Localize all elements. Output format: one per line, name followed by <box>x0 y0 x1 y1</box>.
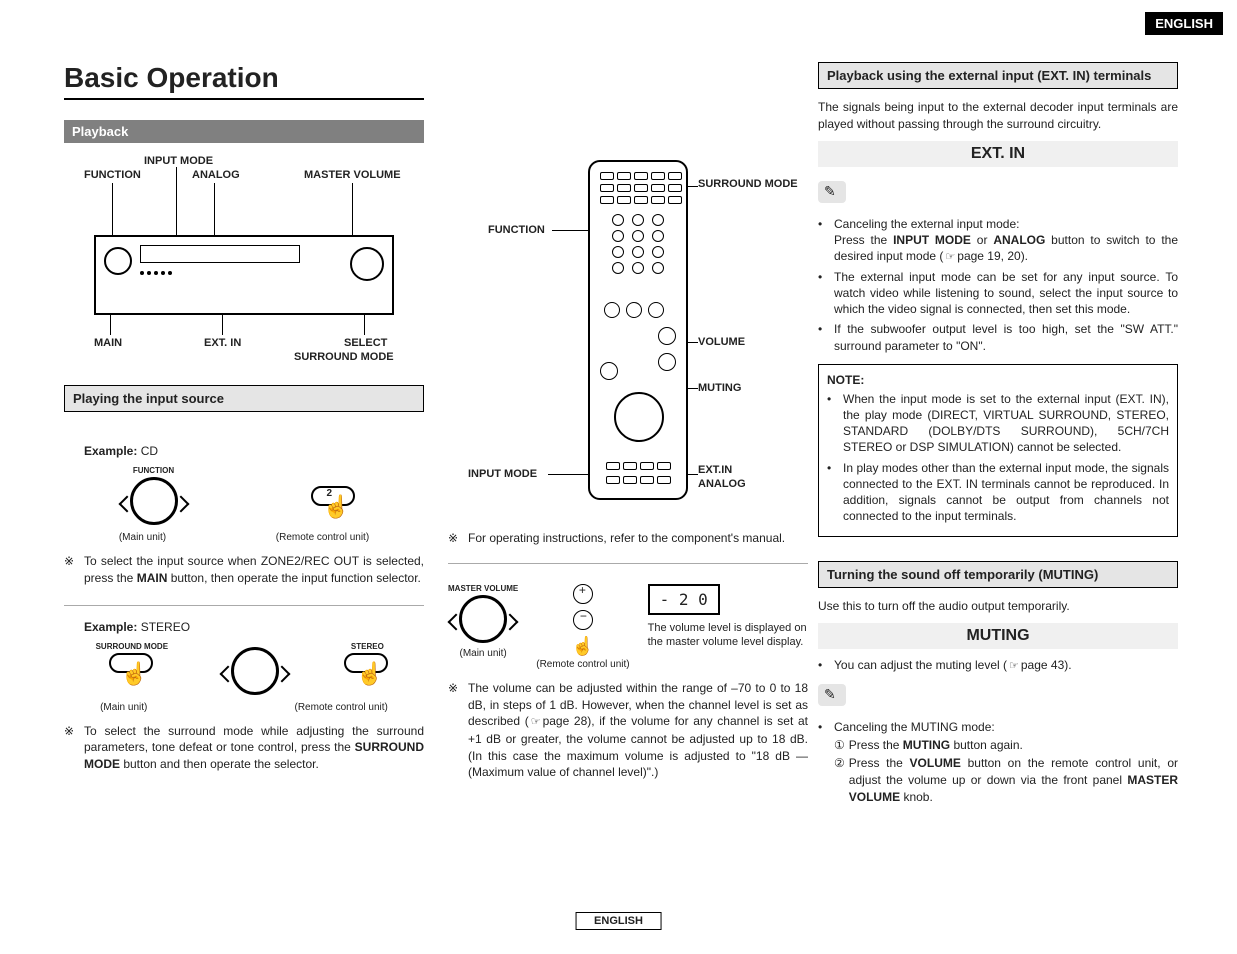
vol-note: The volume can be adjusted within the ra… <box>468 680 808 781</box>
page-ref-icon <box>1007 658 1021 672</box>
ext-bullet-2: The external input mode can be set for a… <box>834 269 1178 318</box>
muting-bullet-1: You can adjust the muting level (page 43… <box>834 657 1072 674</box>
label-input-mode: INPUT MODE <box>144 155 213 167</box>
page-title: Basic Operation <box>64 62 424 100</box>
pencil-icon <box>818 181 846 203</box>
example2-remote-caption: (Remote control unit) <box>295 702 388 713</box>
remote-diagram: SURROUND MODE MODE FUNCTION VOLUME MUTIN… <box>448 160 808 520</box>
pencil-icon <box>818 684 846 706</box>
note-marker-icon: ※ <box>64 723 78 773</box>
surround-mode-btn-icon: ☝ <box>107 653 157 695</box>
example1-label: Example: <box>84 444 137 458</box>
example1-main-caption: (Main unit) <box>119 532 166 543</box>
master-volume-knob-icon <box>459 595 507 643</box>
muting-header: Turning the sound off temporarily (MUTIN… <box>818 561 1178 588</box>
example1-knob-caption: FUNCTION <box>130 466 178 475</box>
example1-value: CD <box>141 444 158 458</box>
remote-label-function: FUNCTION <box>488 224 545 236</box>
example1-remote-caption: (Remote control unit) <box>276 532 369 543</box>
remote-label-analog: ANALOG <box>698 478 746 490</box>
note-bullet-2: In play modes other than the external in… <box>843 460 1169 525</box>
receiver-diagram: INPUT MODE FUNCTION ANALOG MASTER VOLUME… <box>64 155 424 355</box>
label-ext-in: EXT. IN <box>204 337 241 349</box>
page-ref-icon <box>529 714 543 728</box>
note2-text: To select the surround mode while adjust… <box>84 723 424 773</box>
label-function: FUNCTION <box>84 169 141 181</box>
ext-intro: The signals being input to the external … <box>818 99 1178 133</box>
muting-intro: Use this to turn off the audio output te… <box>818 598 1178 615</box>
label-analog: ANALOG <box>192 169 240 181</box>
note-bullet-1: When the input mode is set to the extern… <box>843 391 1169 456</box>
function-knob-icon <box>130 477 178 525</box>
remote-label-input-mode: INPUT MODE <box>468 468 537 480</box>
column-right: Playback using the external input (EXT. … <box>818 62 1178 810</box>
remote-button-icon: ☝ 2 <box>309 486 359 528</box>
remote-label-muting: MUTING <box>698 382 741 394</box>
label-surround-mode: SURROUND MODE <box>294 351 394 363</box>
volume-display: - 2 0 <box>648 584 720 615</box>
example2-left-caption: SURROUND MODE <box>96 642 168 651</box>
ext-in-subhead: EXT. IN <box>818 141 1178 167</box>
label-master-volume: MASTER VOLUME <box>304 169 401 181</box>
example2-label: Example: <box>84 620 137 634</box>
ext-bullet-3: If the subwoofer output level is too hig… <box>834 321 1178 353</box>
vol-display-text: The volume level is displayed on the mas… <box>648 621 808 650</box>
ext-bullet-1: Canceling the external input mode: Press… <box>834 216 1178 265</box>
ext-in-header: Playback using the external input (EXT. … <box>818 62 1178 89</box>
playback-header: Playback <box>64 120 424 143</box>
column-middle: SURROUND MODE MODE FUNCTION VOLUME MUTIN… <box>448 160 808 781</box>
note-title: NOTE: <box>827 373 1169 387</box>
remote-note: For operating instructions, refer to the… <box>468 530 785 547</box>
cancel-muting-block: Canceling the MUTING mode: ① Press the M… <box>834 719 1178 806</box>
note-box: NOTE: •When the input mode is set to the… <box>818 364 1178 538</box>
muting-subhead: MUTING <box>818 623 1178 649</box>
remote-label-ext-in: EXT.IN <box>698 464 732 476</box>
note1-text: To select the input source when ZONE2/RE… <box>84 553 424 587</box>
note-marker-icon: ※ <box>448 680 462 781</box>
language-tab: ENGLISH <box>1145 12 1223 35</box>
vol-remote-caption: (Remote control unit) <box>536 659 629 670</box>
label-select: SELECT <box>344 337 387 349</box>
example2-right-caption: STEREO <box>342 642 392 651</box>
column-left: Playback INPUT MODE FUNCTION ANALOG MAST… <box>64 120 424 773</box>
note-marker-icon: ※ <box>448 530 462 547</box>
footer-language: ENGLISH <box>575 912 662 930</box>
remote-label-surround: SURROUND MODE <box>698 178 798 190</box>
note-marker-icon: ※ <box>64 553 78 587</box>
example2-value: STEREO <box>141 620 190 634</box>
playing-source-header: Playing the input source <box>64 385 424 412</box>
example2-main-caption: (Main unit) <box>100 702 147 713</box>
vol-knob-caption: MASTER VOLUME <box>448 584 518 593</box>
label-main: MAIN <box>94 337 122 349</box>
selector-knob-icon <box>231 647 279 695</box>
remote-label-volume: VOLUME <box>698 336 745 348</box>
stereo-btn-icon: ☝ <box>342 653 392 695</box>
vol-main-caption: (Main unit) <box>448 648 518 659</box>
page-ref-icon <box>943 249 957 263</box>
